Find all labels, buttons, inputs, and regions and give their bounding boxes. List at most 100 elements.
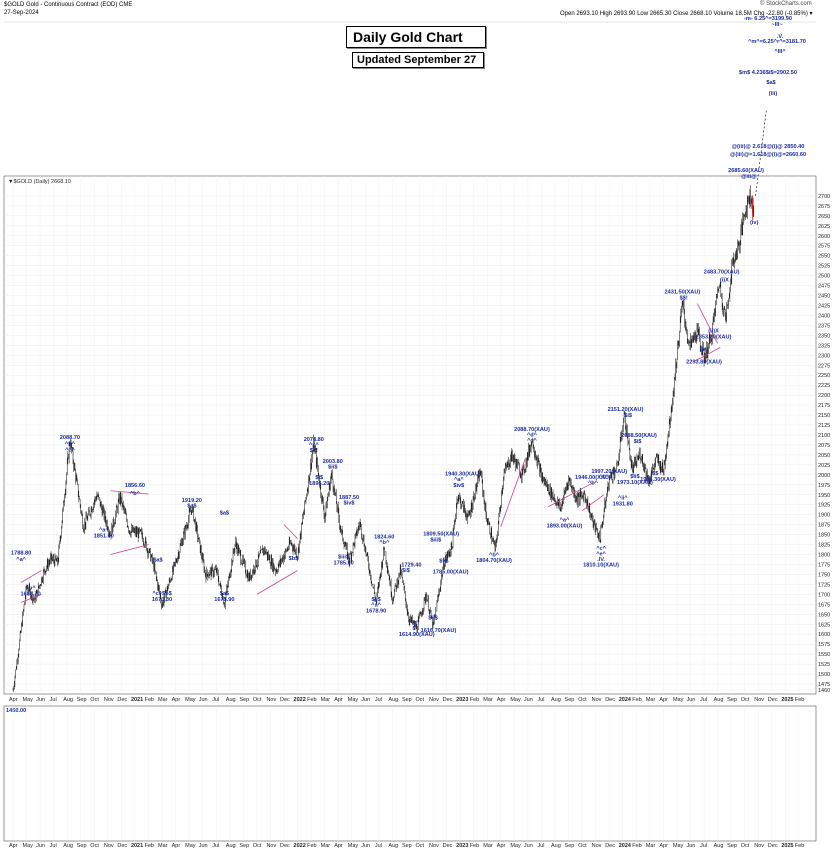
y-tick-label: 2350: [818, 333, 830, 339]
y-tick-label: 1800: [818, 553, 830, 559]
x-tick-label-lower: Oct: [90, 843, 99, 849]
y-tick-label: 1900: [818, 513, 830, 519]
pattern-line: [548, 482, 594, 508]
pattern-line: [110, 490, 149, 495]
x-tick-label: 2023: [456, 697, 468, 703]
x-tick-label-lower: Feb: [470, 843, 479, 849]
y-tick-label: 2475: [818, 284, 830, 290]
wave-label: $ii$: [630, 474, 640, 480]
x-tick-label: Sep: [402, 697, 412, 703]
wave-label: !M!: [700, 347, 709, 353]
x-tick-label-lower: May: [510, 843, 521, 849]
x-tick-label: Aug: [551, 697, 561, 703]
x-tick-label-lower: Feb: [795, 843, 804, 849]
y-tick-label: 1500: [818, 672, 830, 678]
wave-label: ^a^: [454, 477, 464, 483]
x-tick-label: Jul: [537, 697, 544, 703]
x-tick-label: Aug: [714, 697, 724, 703]
lower-panel-frame: [3, 705, 817, 842]
wave-label: ^b^: [26, 586, 37, 592]
wave-label: 1896.20: [309, 481, 329, 487]
y-tick-label: 2325: [818, 343, 830, 349]
x-tick-label: 2022: [294, 697, 306, 703]
wave-label: $i$: [402, 568, 411, 574]
y-tick-label: 2600: [818, 234, 830, 240]
wave-label: 2685.60(XAU): [728, 168, 764, 174]
x-tick-label: Jun: [524, 697, 533, 703]
wave-label: 1946.00(XAU): [575, 475, 611, 481]
wave-label: $ii$: [428, 615, 438, 621]
wave-label: 1940.30(XAU): [445, 472, 481, 478]
x-tick-label-lower: Nov: [592, 843, 602, 849]
wave-label: $i$: [634, 439, 643, 445]
y-tick-label: 2050: [818, 453, 830, 459]
y-tick-label: 1850: [818, 533, 830, 539]
wave-label: 2483.70(XAU): [704, 270, 740, 276]
x-tick-label: May: [673, 697, 684, 703]
wave-label: $i$: [315, 475, 324, 481]
wave-label: $a$: [153, 558, 163, 564]
x-tick-label: Feb: [307, 697, 316, 703]
wave-label: 1931.80: [613, 502, 633, 508]
x-tick-label: Aug: [226, 697, 236, 703]
target-label: ~III~: [771, 22, 783, 28]
y-tick-label: 1975: [818, 483, 830, 489]
wave-label: 1997.20(XAU): [591, 469, 627, 475]
x-tick-label-lower: 2024: [619, 843, 632, 849]
x-tick-label-lower: Nov: [754, 843, 764, 849]
wave-label: ^c^: [527, 438, 537, 444]
x-tick-label-lower: Sep: [727, 843, 737, 849]
y-tick-label: 1650: [818, 612, 830, 618]
pattern-line: [696, 303, 718, 344]
wave-label: ^a^: [560, 517, 570, 523]
wave-label: ^ii^: [618, 496, 628, 502]
x-tick-label-lower: Mar: [646, 843, 656, 849]
target-label: -m- 6.25^=3199.90: [744, 16, 792, 22]
x-tick-label-lower: Sep: [239, 843, 249, 849]
y-tick-label: 2300: [818, 353, 830, 359]
x-tick-label-lower: Jul: [375, 843, 382, 849]
wave-label: 1675.90: [214, 597, 234, 603]
x-tick-label: Oct: [90, 697, 99, 703]
x-tick-label-lower: Mar: [321, 843, 331, 849]
wave-label: ^e^: [596, 551, 606, 557]
x-axis: Apr May Jun Jul Aug Sep Oct Nov Dec 2021 Feb Mar Apr…: [9, 697, 804, 703]
y-tick-label: 1775: [818, 563, 830, 569]
x-tick-label-lower: 2022: [294, 843, 306, 849]
x-tick-label-lower: Jun: [36, 843, 45, 849]
target-label: $a$: [766, 80, 776, 86]
x-tick-label-lower: May: [673, 843, 684, 849]
wave-label: $i$: [624, 413, 633, 419]
wave-label: 1851.00: [94, 533, 114, 539]
wave-label: $c$: [187, 504, 197, 510]
wave-label: ^c^$b$: [152, 591, 172, 597]
trend-lines: [20, 109, 767, 603]
x-tick-label-lower: Sep: [402, 843, 412, 849]
wave-label: $a$: [220, 511, 230, 517]
wave-label: 1673.30: [152, 597, 172, 603]
x-tick-label: Mar: [158, 697, 168, 703]
x-tick-label-lower: Feb: [632, 843, 641, 849]
x-tick-label-lower: Sep: [77, 843, 87, 849]
x-tick-label: 2025: [781, 697, 793, 703]
wave-label: ^b^: [65, 441, 76, 447]
y-tick-label: 1475: [818, 682, 830, 688]
wave-label: 2088.50(XAU): [621, 433, 657, 439]
x-axis-lower: Apr May Jun Jul Aug Sep Oct Nov Dec 2021 Feb Mar Apr…: [9, 843, 804, 849]
x-tick-label-lower: Dec: [605, 843, 615, 849]
x-tick-label: Mar: [483, 697, 493, 703]
x-tick-label: Apr: [172, 697, 181, 703]
wave-label: 1824.60: [374, 535, 394, 541]
wave-label: 1804.70(XAU): [476, 558, 512, 564]
lower-panel-label: 1450.00: [6, 708, 26, 714]
wave-label: ^c^: [409, 620, 419, 626]
x-tick-label: Oct: [741, 697, 750, 703]
x-tick-label: Dec: [280, 697, 290, 703]
x-tick-label-lower: Dec: [443, 843, 453, 849]
x-tick-label-lower: Nov: [266, 843, 276, 849]
wave-label: 2088.70: [60, 435, 80, 441]
x-tick-label: Feb: [470, 697, 479, 703]
x-tick-label-lower: Dec: [280, 843, 290, 849]
wave-label: ^a^: [16, 557, 26, 563]
x-tick-label-lower: Apr: [9, 843, 18, 849]
